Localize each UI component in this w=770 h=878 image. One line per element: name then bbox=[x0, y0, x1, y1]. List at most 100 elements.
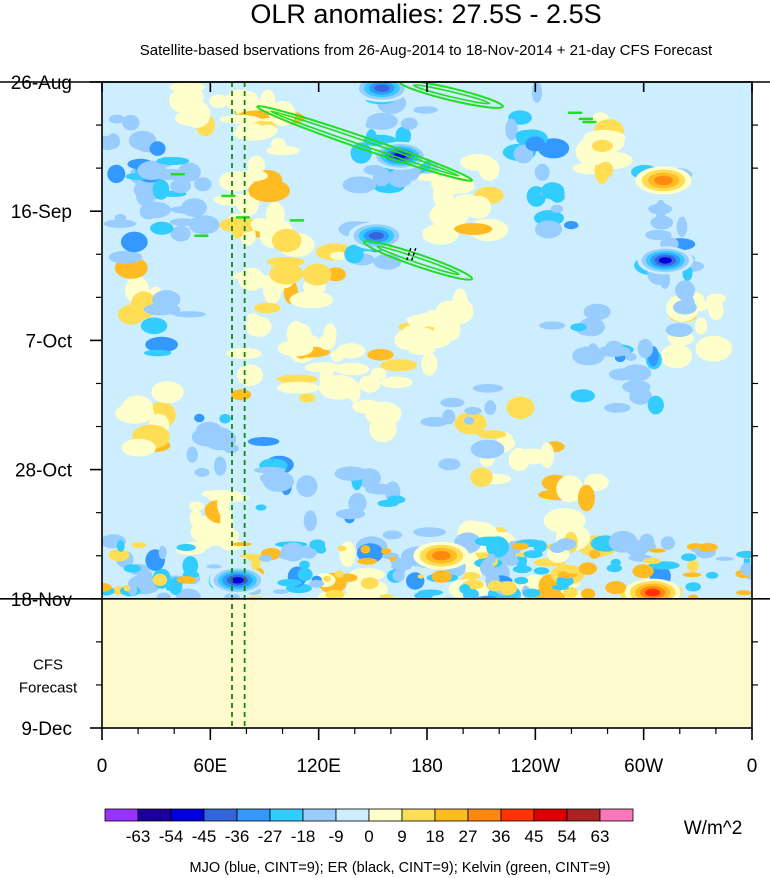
anomaly-blob bbox=[281, 551, 302, 561]
anomaly-blob bbox=[531, 82, 542, 103]
anomaly-blob bbox=[556, 581, 569, 586]
colorbar-swatch bbox=[401, 808, 436, 822]
anomaly-blob bbox=[682, 572, 702, 578]
anomaly-feature-positive bbox=[432, 551, 451, 561]
anomaly-blob bbox=[470, 439, 505, 459]
anomaly-blob bbox=[276, 374, 319, 384]
y-tick-label: 26-Aug bbox=[11, 73, 72, 94]
anomaly-blob bbox=[431, 570, 452, 583]
anomaly-blob bbox=[188, 215, 220, 235]
anomaly-blob bbox=[121, 438, 156, 457]
anomaly-blob bbox=[206, 564, 222, 569]
anomaly-blob bbox=[551, 584, 569, 591]
anomaly-blob bbox=[377, 499, 399, 507]
anomaly-blob bbox=[122, 395, 153, 420]
anomaly-blob bbox=[706, 293, 726, 305]
anomaly-blob bbox=[380, 359, 418, 372]
anomaly-blob bbox=[533, 567, 550, 575]
colorbar-tick-label: 18 bbox=[426, 827, 445, 846]
chart-title: OLR anomalies: 27.5S - 2.5S bbox=[250, 0, 601, 29]
anomaly-blob bbox=[534, 163, 550, 181]
anomaly-feature-negative bbox=[658, 257, 672, 264]
anomaly-blob bbox=[643, 557, 662, 565]
anomaly-feature-negative bbox=[368, 232, 384, 240]
colorbar-tick-label: -18 bbox=[291, 827, 316, 846]
anomaly-blob bbox=[259, 554, 273, 562]
anomaly-blob bbox=[300, 546, 317, 559]
anomaly-blob bbox=[606, 564, 622, 573]
anomaly-blob bbox=[487, 580, 504, 592]
anomaly-blob bbox=[123, 584, 130, 592]
anomaly-blob bbox=[209, 94, 229, 108]
anomaly-blob bbox=[176, 543, 196, 552]
anomaly-blob bbox=[563, 587, 578, 598]
anomaly-blob bbox=[695, 317, 708, 335]
anomaly-blob bbox=[392, 569, 405, 582]
anomaly-feature-positive bbox=[654, 175, 673, 186]
anomaly-field bbox=[102, 82, 752, 599]
anomaly-blob bbox=[422, 223, 459, 245]
anomaly-blob bbox=[149, 141, 166, 156]
x-tick-label: 60W bbox=[624, 756, 663, 777]
anomaly-blob bbox=[369, 416, 397, 443]
kelvin-contour bbox=[256, 105, 474, 182]
anomaly-blob bbox=[269, 262, 303, 285]
anomaly-blob bbox=[484, 400, 497, 416]
colorbar-swatch bbox=[269, 808, 304, 822]
anomaly-blob bbox=[442, 409, 456, 425]
kelvin-contour-inner bbox=[269, 110, 460, 177]
colorbar-swatch bbox=[236, 808, 271, 822]
anomaly-blob bbox=[648, 203, 673, 215]
anomaly-blob bbox=[380, 376, 413, 389]
anomaly-blob bbox=[108, 549, 130, 562]
anomaly-blob bbox=[156, 157, 190, 165]
anomaly-blob bbox=[248, 179, 290, 203]
anomaly-blob bbox=[477, 430, 507, 439]
y-tick-label: 16-Sep bbox=[11, 202, 72, 223]
anomaly-blob bbox=[259, 472, 286, 485]
anomaly-blob bbox=[539, 321, 566, 330]
anomaly-blob bbox=[238, 267, 265, 291]
anomaly-blob bbox=[186, 446, 198, 463]
anomaly-blob bbox=[474, 536, 506, 547]
contour-legend-note: MJO (blue, CINT=9); ER (black, CINT=9); … bbox=[189, 860, 610, 876]
anomaly-blob bbox=[577, 484, 595, 512]
anomaly-blob bbox=[358, 375, 381, 393]
anomaly-feature-negative bbox=[230, 577, 244, 584]
anomaly-blob bbox=[315, 545, 327, 554]
forecast-region bbox=[102, 598, 752, 728]
anomaly-blob bbox=[309, 579, 325, 588]
anomaly-blob bbox=[297, 567, 313, 582]
anomaly-blob bbox=[366, 112, 398, 130]
colorbar-tick-label: -27 bbox=[258, 827, 283, 846]
anomaly-blob bbox=[231, 389, 252, 401]
anomaly-blob bbox=[505, 118, 518, 141]
anomaly-blob bbox=[506, 396, 535, 419]
anomaly-blob bbox=[140, 317, 168, 335]
colorbar-tick-label: -9 bbox=[328, 827, 343, 846]
colorbar: -63 -54 -45 -36 -27 -18 -9 0 9 18 27 36 45 54 63 bbox=[104, 808, 634, 846]
anomaly-blob bbox=[220, 508, 234, 530]
anomaly-blob bbox=[273, 589, 289, 594]
anomaly-blob bbox=[676, 216, 688, 237]
anomaly-blob bbox=[209, 427, 233, 449]
anomaly-blob bbox=[299, 393, 316, 403]
anomaly-blob bbox=[190, 522, 213, 542]
anomaly-blob bbox=[632, 564, 654, 579]
anomaly-blob bbox=[572, 346, 605, 366]
anomaly-blob bbox=[583, 303, 611, 321]
forecast-label: Forecast bbox=[19, 680, 78, 697]
anomaly-blob bbox=[650, 215, 674, 230]
anomaly-blob bbox=[537, 138, 570, 159]
anomaly-blob bbox=[452, 288, 468, 316]
anomaly-blob bbox=[499, 581, 517, 596]
anomaly-blob bbox=[289, 291, 334, 309]
er-contour bbox=[406, 248, 417, 261]
colorbar-swatch bbox=[500, 808, 535, 822]
anomaly-blob bbox=[131, 541, 147, 549]
anomaly-blob bbox=[151, 381, 184, 404]
anomaly-blob bbox=[277, 340, 314, 357]
anomaly-blob bbox=[382, 530, 403, 540]
anomaly-blob bbox=[156, 592, 171, 599]
anomaly-blob bbox=[152, 290, 181, 309]
